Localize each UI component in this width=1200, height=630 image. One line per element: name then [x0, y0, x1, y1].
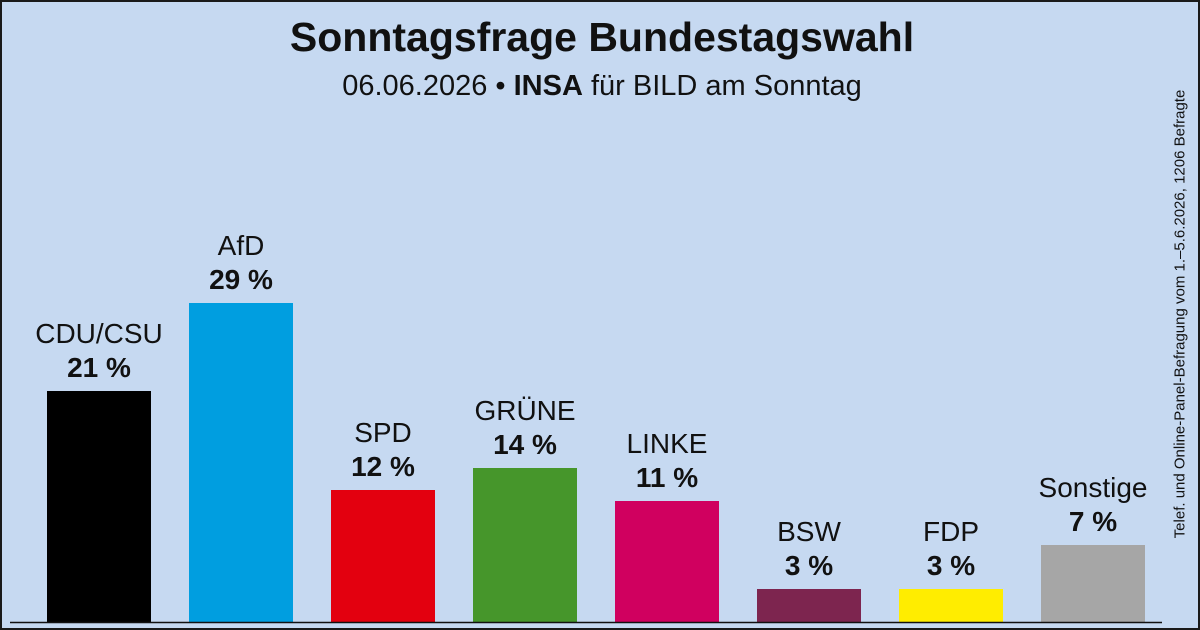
poll-date: 06.06.2026	[342, 70, 488, 102]
bar-spd	[331, 490, 435, 622]
bar-fdp	[899, 589, 1003, 622]
category-label-linke: LINKE	[627, 428, 708, 459]
value-label-afd: 29 %	[209, 264, 273, 295]
bar-bsw	[757, 589, 861, 622]
value-label-linke: 11 %	[636, 462, 698, 493]
chart-title: Sonntagsfrage Bundestagswahl	[289, 14, 915, 60]
subtitle-separator: •	[495, 70, 506, 102]
bar-sonstige	[1041, 545, 1145, 622]
bar-linke	[615, 501, 719, 622]
bar-cdu-csu	[47, 391, 151, 622]
poll-institute: INSA	[513, 70, 583, 102]
value-label-spd: 12 %	[351, 451, 415, 482]
value-label-bsw: 3 %	[785, 550, 833, 581]
poll-client: für BILD am Sonntag	[590, 70, 862, 102]
category-label-spd: SPD	[354, 417, 412, 448]
category-label-afd: AfD	[218, 230, 265, 261]
value-label-fdp: 3 %	[927, 550, 975, 581]
value-label-grüne: 14 %	[493, 429, 557, 460]
bar-afd	[189, 303, 293, 622]
category-label-grüne: GRÜNE	[474, 395, 575, 426]
category-label-sonstige: Sonstige	[1039, 472, 1148, 503]
bar-grüne	[473, 468, 577, 622]
category-label-bsw: BSW	[777, 516, 841, 547]
value-label-cdu-csu: 21 %	[67, 352, 131, 383]
category-label-cdu-csu: CDU/CSU	[35, 318, 163, 349]
category-label-fdp: FDP	[923, 516, 979, 547]
value-label-sonstige: 7 %	[1069, 506, 1117, 537]
chart-subtitle: 06.06.2026 • INSA für BILD am Sonntag	[2, 70, 1198, 103]
